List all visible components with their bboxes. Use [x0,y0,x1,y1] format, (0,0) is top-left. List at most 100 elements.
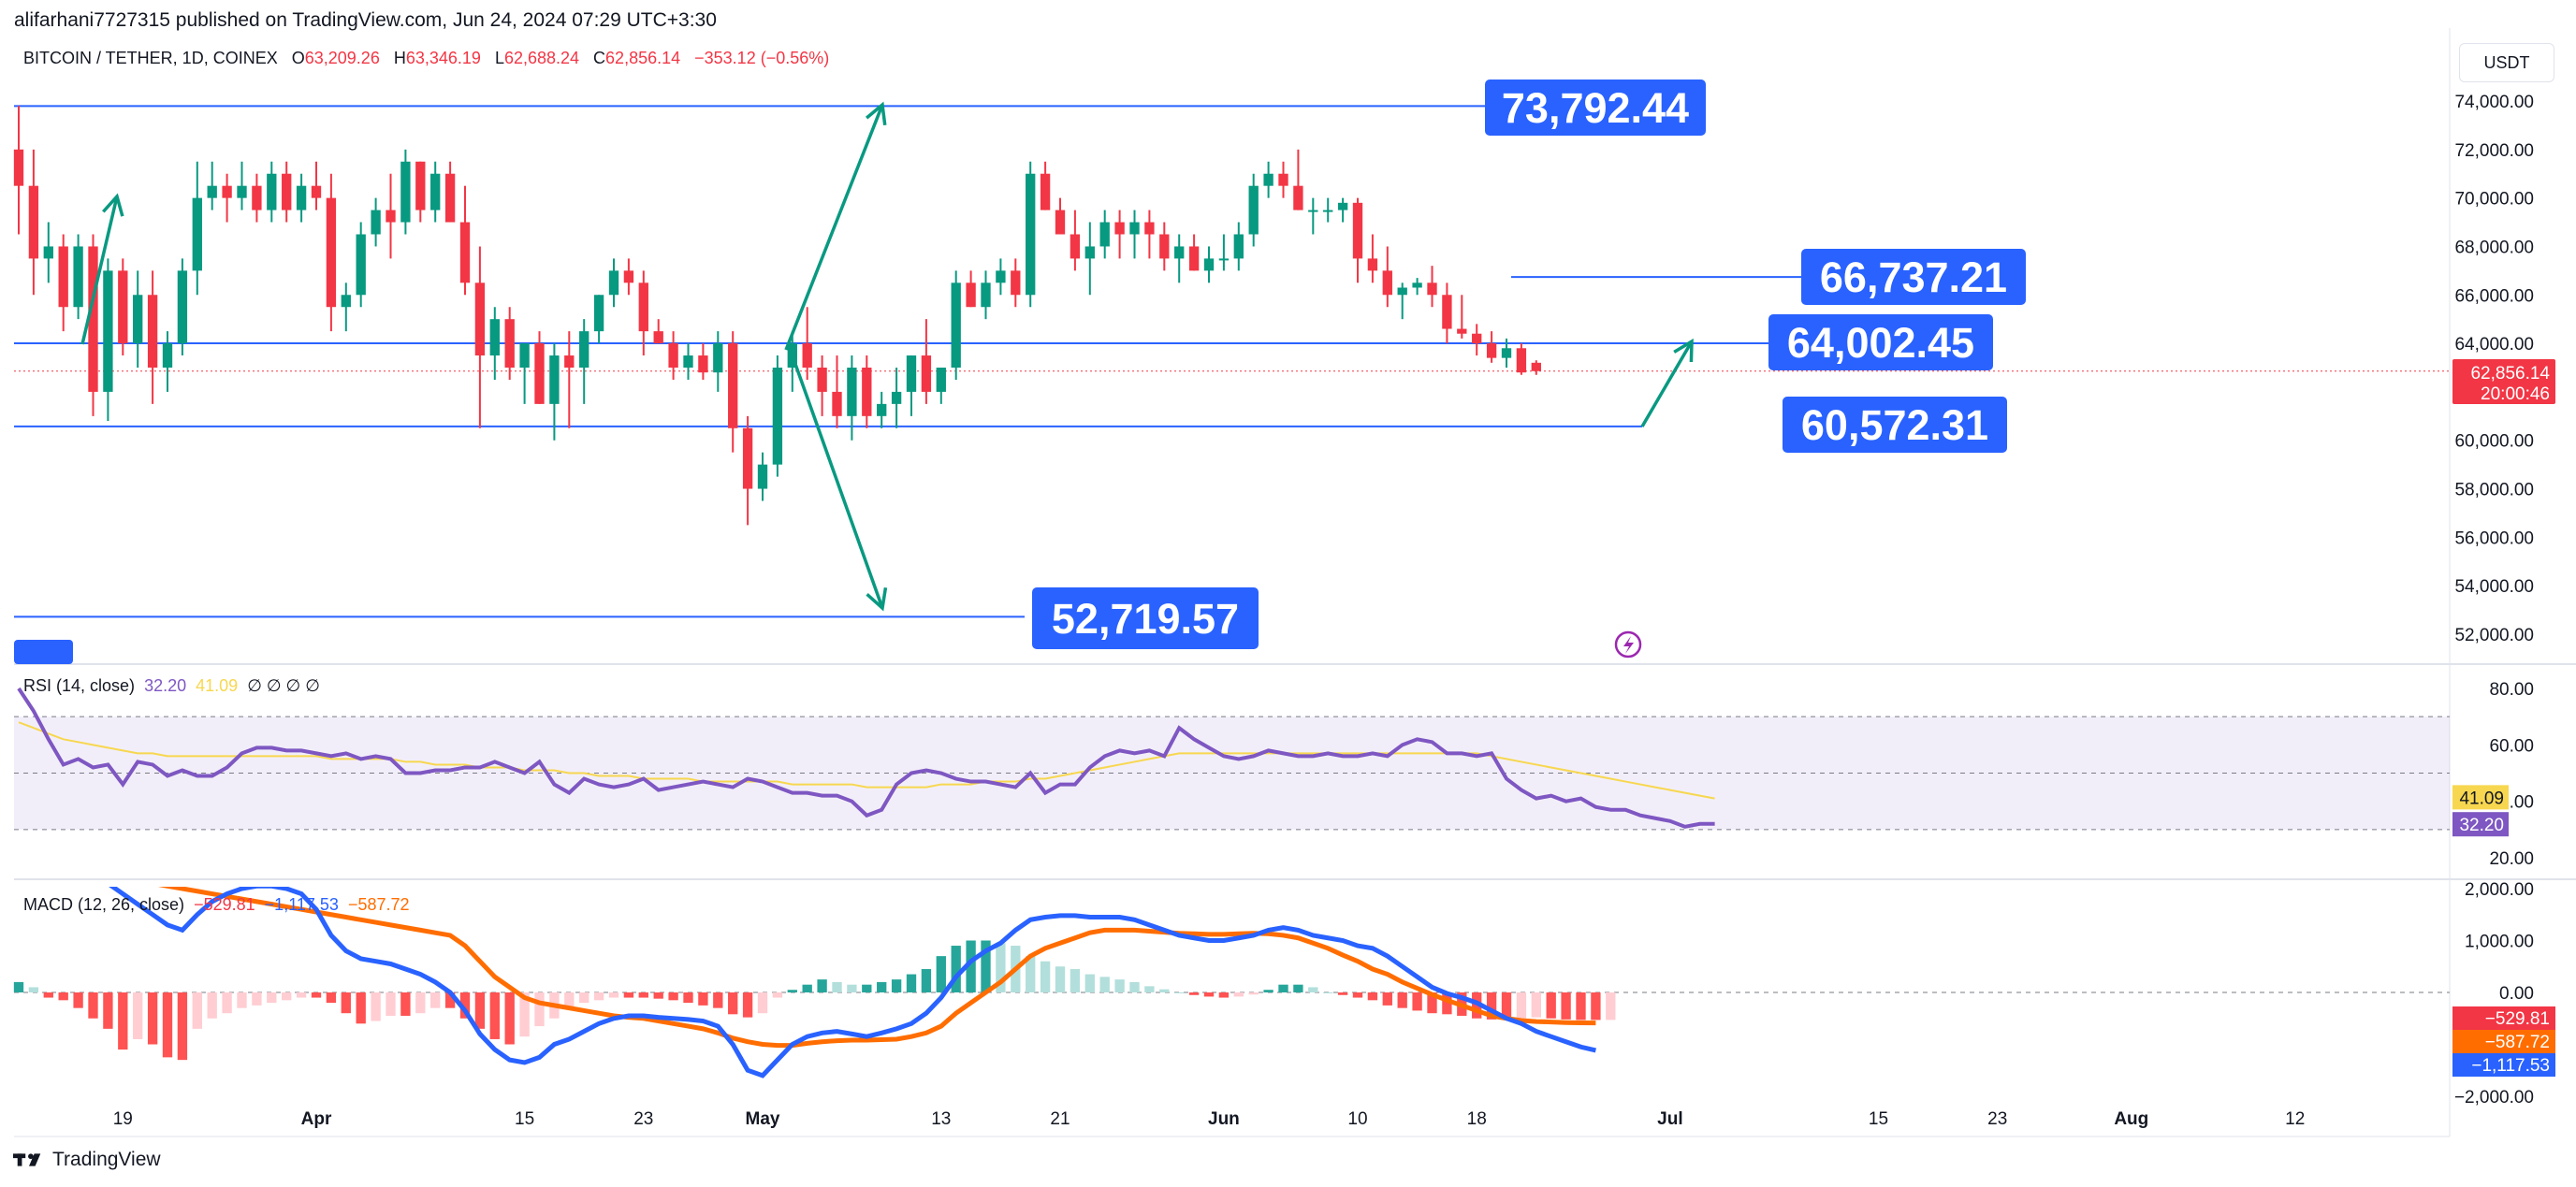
candle[interactable] [593,295,604,344]
candle[interactable] [1084,222,1095,296]
candle[interactable] [623,258,634,296]
level-label[interactable]: 66,737.21 [1801,249,2026,305]
candle[interactable] [832,355,842,428]
candle[interactable] [1412,278,1422,296]
candle[interactable] [1457,295,1467,339]
rsi-line[interactable] [17,687,1715,829]
candle[interactable] [668,331,678,380]
candle[interactable] [728,331,738,453]
candle[interactable] [13,106,24,235]
candle[interactable] [653,319,663,344]
candle[interactable] [1218,234,1230,271]
candle[interactable] [415,161,426,223]
candle[interactable] [549,343,560,441]
rsi-ma-line[interactable] [18,721,1715,800]
candle[interactable] [1323,197,1333,223]
level-label[interactable]: 73,792.44 [1485,80,1706,136]
candle[interactable] [1174,234,1185,283]
candle[interactable] [341,282,351,332]
drawing-overlay[interactable]: 73,792.44 66,737.21 64,002.45 60,572.31 52,7… [14,80,2026,664]
candle[interactable] [430,161,441,223]
candle[interactable] [177,258,188,356]
candle[interactable] [1159,222,1170,271]
candle[interactable] [1203,246,1215,283]
candle[interactable] [713,331,723,392]
candle[interactable] [222,173,232,223]
candle[interactable] [802,307,812,380]
candle[interactable] [1367,234,1378,283]
candle[interactable] [282,161,292,223]
candle[interactable] [1486,331,1497,363]
candle[interactable] [608,258,619,308]
currency-button[interactable]: USDT [2459,43,2554,82]
candle[interactable] [981,270,991,320]
candle[interactable] [400,149,411,235]
candle[interactable] [162,331,173,392]
candle[interactable] [133,270,143,368]
candle[interactable] [847,355,857,441]
candle[interactable] [1040,161,1051,210]
macd-pane[interactable] [13,826,2450,1078]
macd-line[interactable] [19,826,1596,1078]
candle[interactable] [1531,360,1541,375]
candle[interactable] [267,161,277,223]
candle[interactable] [1501,338,1512,368]
candle[interactable] [207,161,217,210]
candle[interactable] [371,197,381,247]
candle[interactable] [698,343,708,380]
candle[interactable] [817,355,827,416]
level-label[interactable]: 52,719.57 [1032,587,1259,649]
candle[interactable] [1188,234,1200,271]
candle[interactable] [73,234,83,320]
candle[interactable] [1427,266,1437,308]
candle[interactable] [951,270,961,380]
candle[interactable] [891,368,902,428]
candle[interactable] [103,258,113,421]
lightning-icon[interactable] [1614,630,1642,659]
candle[interactable] [1472,324,1482,356]
candle[interactable] [534,331,545,404]
candle[interactable] [1055,197,1066,235]
candle[interactable] [296,173,307,223]
candle[interactable] [638,270,648,356]
candle[interactable] [1278,161,1288,198]
candle[interactable] [386,173,396,259]
candle[interactable] [921,319,932,404]
candle[interactable] [444,161,456,223]
candle[interactable] [579,319,589,404]
candle[interactable] [772,355,783,477]
candle[interactable] [147,270,158,404]
arrow-drawing[interactable] [80,193,124,345]
candle[interactable] [311,161,322,210]
candle[interactable] [474,246,486,428]
level-label[interactable]: 60,572.31 [1783,397,2007,453]
candle[interactable] [1099,210,1110,259]
candle[interactable] [564,331,575,428]
candle[interactable] [489,307,500,380]
candle[interactable] [1011,258,1021,308]
candle[interactable] [757,452,768,501]
candle[interactable] [1144,210,1155,259]
candle[interactable] [326,173,337,332]
candle[interactable] [88,234,98,416]
candle[interactable] [237,161,247,210]
candle[interactable] [43,222,53,283]
candle[interactable] [1516,343,1527,375]
candle[interactable] [58,234,68,332]
candle[interactable] [1382,246,1392,308]
candle[interactable] [1026,161,1036,308]
candle[interactable] [683,343,693,380]
candle[interactable] [1070,210,1081,271]
footer-brand[interactable]: TradingView [13,1149,161,1171]
level-label[interactable]: 64,002.45 [1768,314,1993,370]
candle[interactable] [1442,282,1452,344]
candle[interactable] [118,258,128,356]
candle[interactable] [356,222,366,308]
signal-line[interactable] [19,868,1596,1049]
candle[interactable] [1293,149,1303,210]
candle[interactable] [1263,161,1273,198]
candle[interactable] [28,149,39,296]
price-pane[interactable] [13,105,2450,618]
candle[interactable] [877,391,887,428]
